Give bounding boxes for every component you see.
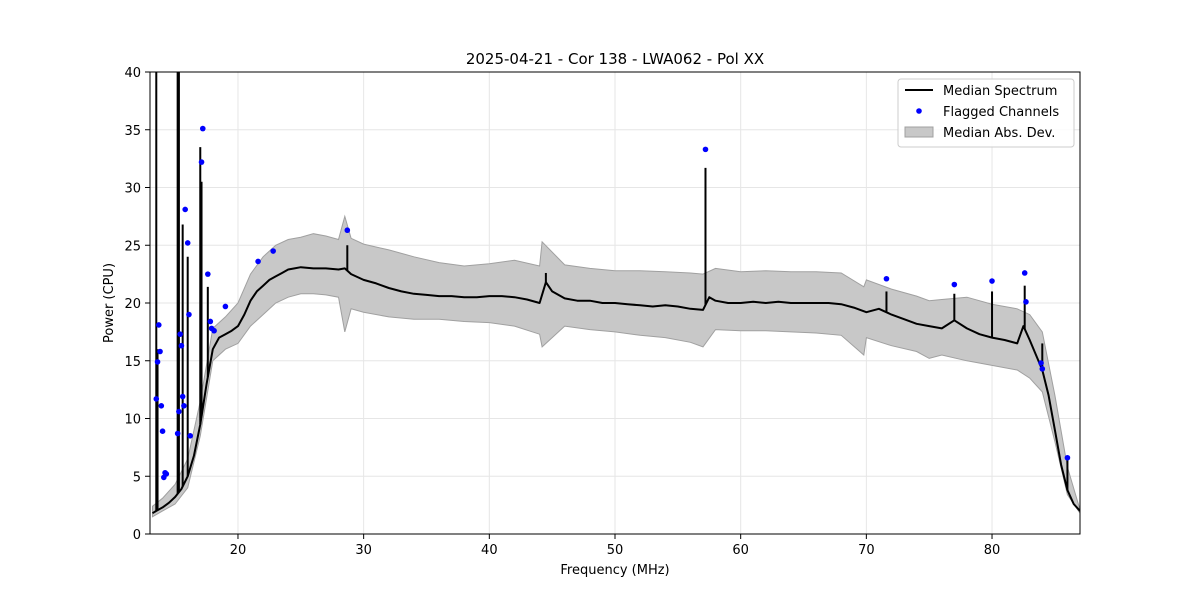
flagged-channel-point (198, 159, 205, 165)
flagged-channel-point (207, 318, 214, 325)
flagged-channel-point (186, 311, 192, 318)
y-tick-label: 35 (124, 124, 141, 139)
flagged-channel-point (270, 248, 276, 254)
flagged-channel-point (177, 331, 183, 337)
flagged-channel-point (154, 359, 161, 365)
flagged-channel-point (702, 146, 709, 153)
flagged-channel-point (174, 430, 181, 437)
plot-area (151, 72, 1080, 518)
y-tick-label: 25 (124, 239, 141, 254)
x-tick-label: 60 (732, 543, 749, 558)
legend-mad-swatch (904, 126, 934, 138)
flagged-channel-point (255, 258, 261, 265)
legend-flagged-label: Flagged Channels (943, 105, 1059, 120)
y-tick-label: 30 (124, 182, 141, 197)
flagged-channel-point (1064, 454, 1071, 461)
x-tick-label: 30 (355, 543, 372, 558)
x-tick-label: 50 (607, 543, 624, 558)
flagged-channel-point (178, 342, 185, 349)
median-line-layer (151, 72, 1080, 515)
flagged-channel-point (187, 433, 194, 439)
flagged-channel-point (1038, 360, 1044, 366)
legend: Median Spectrum Flagged Channels Median … (897, 78, 1075, 148)
y-tick-label: 5 (133, 470, 141, 485)
flagged-channel-point (176, 408, 182, 415)
flagged-channel-point (205, 271, 211, 277)
mad-band (152, 214, 1080, 518)
flagged-channel-point (344, 227, 351, 234)
flagged-channel-point (1039, 366, 1046, 372)
legend-box (897, 78, 1075, 148)
x-axis: 20 30 40 50 60 70 80 (230, 534, 1001, 558)
x-tick-label: 80 (984, 543, 1001, 558)
x-tick-label: 20 (230, 543, 247, 558)
flagged-channel-point (883, 275, 890, 282)
flagged-channel-point (158, 402, 165, 409)
y-tick-label: 20 (124, 297, 141, 312)
legend-mad-label: Median Abs. Dev. (943, 126, 1055, 141)
y-tick-label: 10 (124, 413, 141, 428)
flagged-channel-point (155, 322, 162, 328)
flagged-channel-point (163, 471, 170, 477)
flagged-points-layer (153, 125, 1071, 481)
legend-flagged-swatch (916, 108, 922, 114)
median-spectrum-line (151, 266, 1080, 515)
flagged-channel-point (181, 402, 187, 409)
flagged-channel-point (951, 281, 958, 288)
flagged-channel-point (153, 396, 160, 402)
flagged-channel-point (159, 428, 166, 435)
y-tick-label: 40 (124, 66, 141, 81)
flagged-channel-point (222, 303, 229, 310)
x-axis-label: Frequency (MHz) (560, 563, 669, 578)
y-tick-label: 15 (124, 355, 141, 370)
flagged-channel-point (1023, 299, 1029, 305)
chart-title: 2025-04-21 - Cor 138 - LWA062 - Pol XX (466, 50, 764, 68)
flagged-channel-point (157, 348, 163, 355)
flagged-channel-point (182, 206, 188, 213)
x-tick-label: 70 (858, 543, 875, 558)
flagged-channel-point (989, 278, 995, 284)
y-tick-label: 0 (133, 528, 141, 543)
flagged-channel-point (1021, 270, 1028, 276)
legend-median-label: Median Spectrum (943, 84, 1057, 99)
y-axis: 0 5 10 15 20 25 30 35 40 (124, 66, 150, 543)
flagged-channel-point (179, 393, 186, 400)
x-tick-label: 40 (481, 543, 498, 558)
mad-band-layer (152, 214, 1080, 518)
y-axis-label: Power (CPU) (102, 263, 117, 343)
flagged-channel-point (211, 327, 217, 334)
flagged-channel-point (184, 240, 191, 246)
flagged-channel-point (199, 125, 206, 132)
